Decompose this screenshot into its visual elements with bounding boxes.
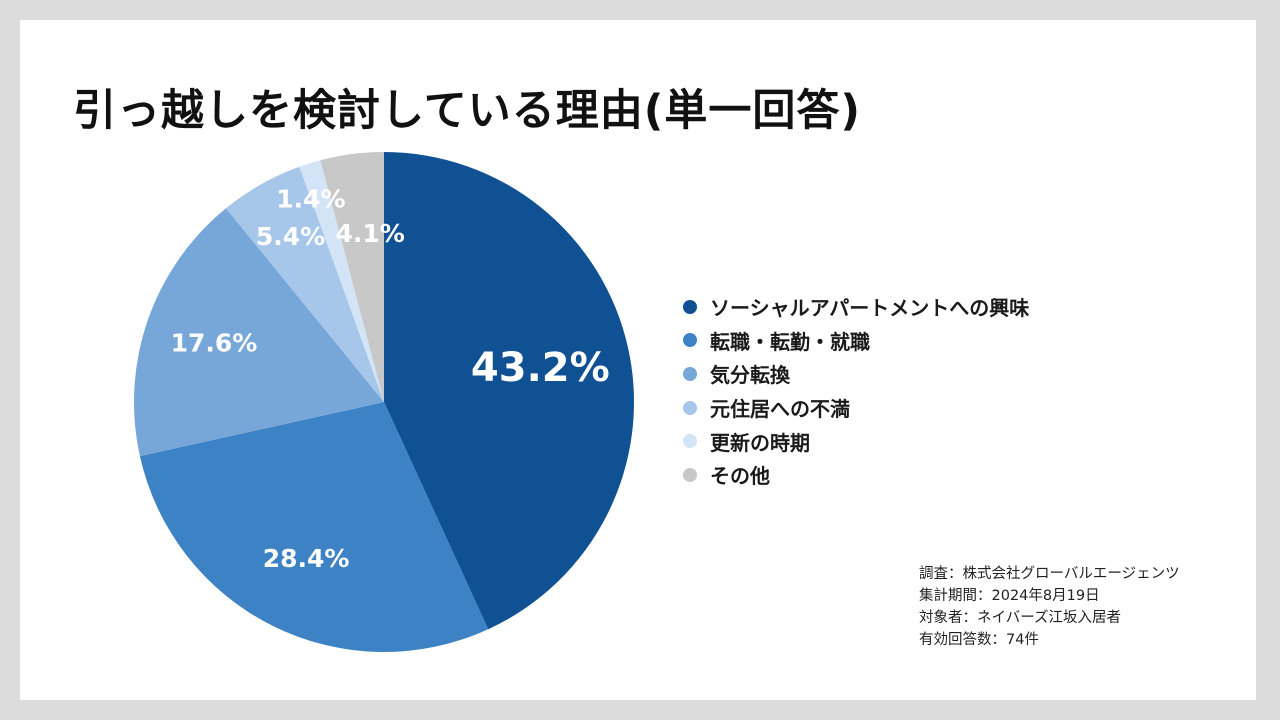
legend-item: ソーシャルアパートメントへの興味 xyxy=(683,290,1029,324)
legend-label: 気分転換 xyxy=(710,363,790,388)
legend-item: 気分転換 xyxy=(683,357,1029,391)
chart-title: 引っ越しを検討している理由(単一回答) xyxy=(73,86,862,136)
data-label: 5.4% xyxy=(256,222,325,251)
legend-label: その他 xyxy=(710,464,770,489)
legend-swatch xyxy=(683,467,697,482)
pie-slice xyxy=(384,152,634,630)
pie-slice xyxy=(320,152,384,402)
data-label: 28.4% xyxy=(263,544,350,573)
data-label: 43.2% xyxy=(471,345,610,391)
data-label: 4.1% xyxy=(336,219,405,248)
survey-period: 集計期間：2024年8月19日 xyxy=(919,588,1100,604)
legend-label: 転職・転勤・就職 xyxy=(710,329,870,354)
legend-swatch xyxy=(683,299,697,314)
legend-swatch xyxy=(683,333,697,348)
pie-slice xyxy=(225,166,384,402)
legend-label: 更新の時期 xyxy=(710,430,810,455)
survey-target: 対象者：ネイバーズ江坂入居者 xyxy=(919,610,1121,626)
legend-swatch xyxy=(683,434,697,449)
data-label: 17.6% xyxy=(171,328,258,357)
legend-label: ソーシャルアパートメントへの興味 xyxy=(710,296,1030,321)
legend-item: 元住居への不満 xyxy=(683,391,1029,425)
legend-swatch xyxy=(683,400,697,415)
pie-slice xyxy=(139,402,489,652)
data-label: 1.4% xyxy=(276,185,345,214)
survey-notes: 調査：株式会社グローバルエージェンツ 集計期間：2024年8月19日 対象者：ネ… xyxy=(919,563,1180,651)
chart-card: 引っ越しを検討している理由(単一回答) 43.2% 28.4% 17.6% 5.4% 1… xyxy=(20,20,1256,700)
legend-swatch xyxy=(683,366,697,381)
pie-chart: 43.2% 28.4% 17.6% 5.4% 1.4% 4.1% xyxy=(133,152,634,652)
survey-responses: 有効回答数：74件 xyxy=(919,632,1039,648)
pie-slice xyxy=(299,160,384,402)
chart-legend: ソーシャルアパートメントへの興味 転職・転勤・就職 気分転換 元住居への不満 更… xyxy=(683,290,1029,492)
pie-slice xyxy=(133,208,384,457)
survey-source: 調査：株式会社グローバルエージェンツ xyxy=(919,566,1180,582)
legend-item: 転職・転勤・就職 xyxy=(683,324,1029,358)
legend-item: その他 xyxy=(683,458,1029,492)
legend-item: 更新の時期 xyxy=(683,424,1029,458)
legend-label: 元住居への不満 xyxy=(710,397,850,422)
